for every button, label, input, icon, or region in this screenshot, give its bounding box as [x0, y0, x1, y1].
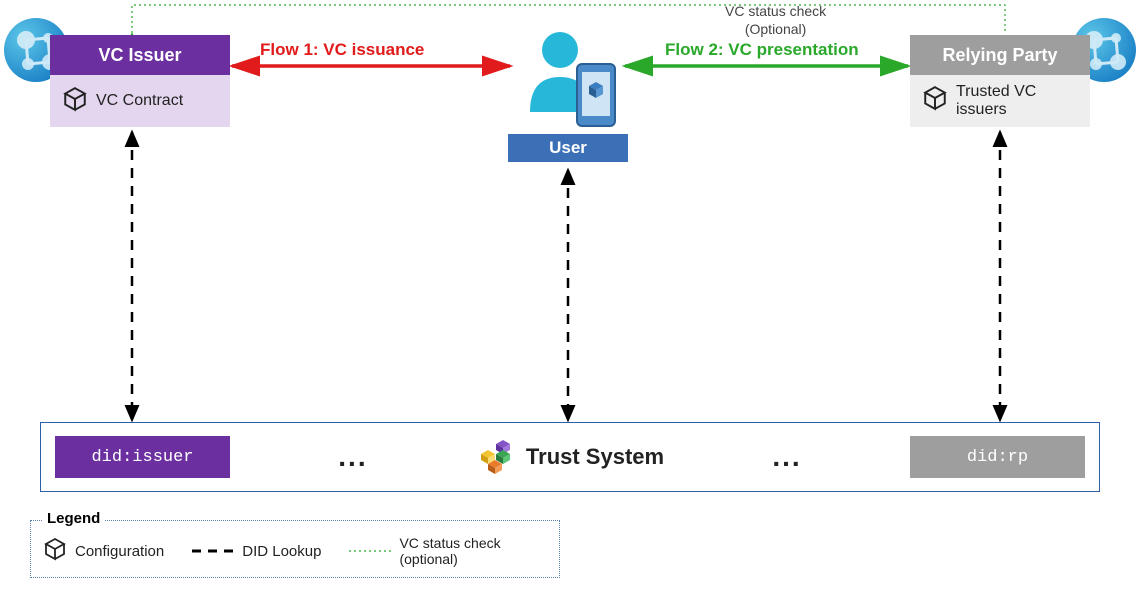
legend-box: Legend Configuration DID Lookup VC statu… — [30, 520, 560, 578]
ellipsis: ... — [338, 441, 367, 473]
trust-system-title: Trust System — [476, 434, 664, 480]
flow1-label: Flow 1: VC issuance — [260, 40, 424, 60]
user-label: User — [508, 134, 628, 162]
did-issuer-label: did:issuer — [55, 436, 230, 478]
trust-system-box: did:issuer ... Trust System ... did:rp — [40, 422, 1100, 492]
legend-did-lookup: DID Lookup — [192, 543, 321, 560]
did-rp-label: did:rp — [910, 436, 1085, 478]
user-icon — [515, 22, 625, 132]
relying-party-node: Relying Party Trusted VC issuers — [910, 35, 1090, 127]
trust-cubes-icon — [476, 434, 516, 480]
legend-title: Legend — [43, 510, 104, 527]
relying-party-body: Trusted VC issuers — [956, 83, 1076, 120]
ellipsis: ... — [772, 441, 801, 473]
status-check-label: VC status check (Optional) — [725, 2, 826, 38]
cube-icon — [62, 86, 88, 117]
flow2-label: Flow 2: VC presentation — [665, 40, 859, 60]
legend-status-check: VC status check (optional) — [349, 535, 519, 567]
vc-issuer-body: VC Contract — [96, 92, 183, 110]
relying-party-title: Relying Party — [942, 45, 1057, 66]
vc-issuer-node: VC Issuer VC Contract — [50, 35, 230, 127]
cube-icon — [922, 85, 948, 116]
legend-config: Configuration — [43, 537, 164, 565]
cube-icon — [43, 537, 67, 565]
vc-issuer-title: VC Issuer — [98, 45, 181, 66]
